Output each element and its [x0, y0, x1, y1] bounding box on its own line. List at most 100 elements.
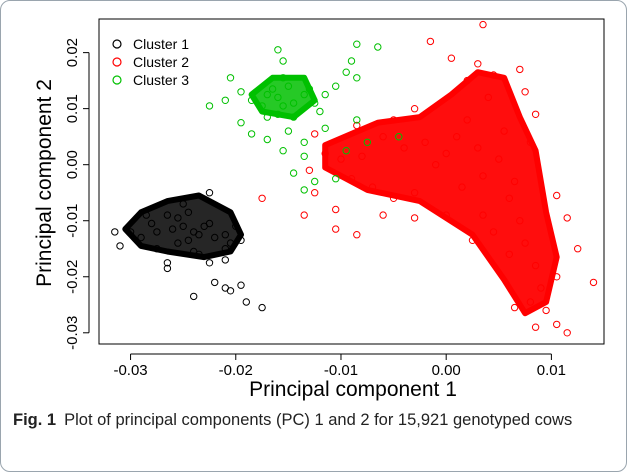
cluster-3-point — [300, 90, 308, 99]
cluster-1-point — [195, 231, 203, 239]
cluster-1-point — [184, 208, 193, 217]
cluster-2-point — [563, 214, 571, 222]
cluster-1-point — [237, 236, 245, 245]
cluster-2-point — [442, 149, 450, 158]
cluster-3-point — [321, 124, 329, 133]
cluster-2-point — [353, 231, 361, 239]
cluster-1-point — [137, 233, 145, 242]
cluster-3-point — [316, 107, 324, 116]
cluster-2-point — [521, 239, 529, 247]
legend-marker-cluster-1 — [112, 39, 122, 49]
cluster-2-point — [358, 152, 366, 161]
cluster-2-point — [474, 60, 482, 68]
cluster-2-point — [410, 105, 419, 113]
cluster-3-point — [300, 152, 308, 161]
figure-caption: Fig. 1 Plot of principal components (PC) … — [13, 408, 613, 432]
cluster-2-point — [589, 278, 598, 287]
cluster-2-point — [305, 166, 314, 175]
cluster-1-point — [221, 231, 230, 239]
x-tick-label: 0.00 — [432, 362, 461, 379]
cluster-2-point — [389, 194, 398, 203]
scatter-plot: -0.03 -0.02 -0.01 0.00 0.01 -0.03 -0.02 -0.01 0… — [33, 18, 605, 401]
cluster-1-point — [195, 250, 203, 259]
cluster-3-point — [237, 88, 245, 96]
cluster-3-point — [274, 46, 282, 54]
legend-label-cluster-1: Cluster 1 — [133, 36, 189, 52]
cluster-2-point — [311, 189, 319, 197]
cluster-2-point — [332, 225, 340, 233]
cluster-3-point — [347, 57, 356, 65]
cluster-1-point — [116, 242, 124, 250]
cluster-1-point — [126, 228, 135, 236]
cluster-2-point — [489, 71, 498, 79]
cluster-2-point — [432, 161, 440, 169]
cluster-1-point — [242, 298, 251, 306]
y-tick-label: -0.03 — [64, 316, 81, 350]
cluster-2-point — [458, 183, 466, 191]
legend-label-cluster-2: Cluster 2 — [133, 54, 189, 70]
cluster-2-point — [474, 144, 482, 152]
cluster-2-point — [484, 93, 492, 102]
cluster-2-point — [516, 65, 524, 74]
cluster-1-point — [147, 219, 156, 228]
cluster-density-layer — [122, 69, 560, 317]
cluster-3-point — [263, 135, 271, 144]
cluster-2-point — [489, 228, 498, 236]
cluster-2-point — [531, 110, 540, 119]
x-tick-label: -0.03 — [113, 362, 147, 379]
legend-marker-cluster-3 — [112, 75, 122, 85]
cluster-3-point — [279, 147, 287, 155]
cluster-1-point — [190, 292, 198, 301]
y-tick-label: 0.02 — [64, 38, 81, 67]
cluster-3-point — [263, 90, 271, 99]
cluster-2-point — [537, 284, 545, 292]
cluster-1-point — [168, 225, 177, 233]
plot-box — [98, 18, 605, 345]
cluster-1-point — [163, 264, 172, 273]
cluster-2-point — [463, 76, 471, 85]
cluster-1-point — [142, 211, 151, 219]
caption-text: Plot of principal components (PC) 1 and … — [64, 411, 573, 429]
cluster-2-point — [531, 323, 540, 331]
cluster-2-point — [479, 172, 487, 180]
caption-label: Fig. 1 — [13, 411, 57, 429]
cluster-2-point — [311, 130, 319, 138]
x-axis: -0.03 -0.02 -0.01 0.00 0.01 — [113, 353, 566, 379]
cluster-3-point — [237, 119, 245, 127]
cluster-3-point — [363, 138, 371, 147]
cluster-2-point — [526, 138, 535, 147]
y-axis-label: Principal component 2 — [33, 79, 56, 287]
y-tick-label: -0.01 — [64, 204, 81, 238]
cluster-2-point — [531, 261, 540, 270]
cluster-2-point — [495, 155, 503, 163]
cluster-2-point — [526, 298, 535, 306]
cluster-2-point — [379, 211, 387, 219]
legend-marker-cluster-2 — [112, 57, 122, 67]
cluster-1-point — [174, 239, 182, 247]
cluster-3-point — [221, 96, 230, 105]
cluster-1-point — [179, 222, 187, 231]
y-tick-label: 0.00 — [64, 150, 81, 179]
cluster-2-point — [463, 116, 471, 124]
cluster-1-point — [258, 303, 266, 312]
cluster-2-point — [510, 177, 519, 186]
cluster-1-point — [237, 281, 245, 289]
data-points — [111, 20, 598, 337]
x-axis-label: Principal component 1 — [249, 378, 457, 401]
cluster-2-point — [553, 191, 561, 200]
cluster-3-point — [300, 186, 308, 194]
cluster-2-point — [347, 175, 356, 183]
cluster-3-point — [395, 133, 403, 141]
cluster-2-point — [479, 20, 487, 29]
y-tick-label: -0.02 — [64, 260, 81, 294]
cluster-2-point — [368, 183, 377, 191]
cluster-3-point — [258, 102, 266, 110]
y-axis: -0.03 -0.02 -0.01 0.00 0.01 0.02 — [64, 38, 90, 350]
cluster-2-point — [574, 245, 582, 253]
cluster-1-point — [163, 259, 172, 267]
x-tick-label: -0.02 — [219, 362, 253, 379]
cluster-1-density — [122, 192, 244, 261]
cluster-3-point — [342, 147, 350, 155]
cluster-3-point — [311, 177, 319, 186]
x-tick-label: 0.01 — [537, 362, 566, 379]
